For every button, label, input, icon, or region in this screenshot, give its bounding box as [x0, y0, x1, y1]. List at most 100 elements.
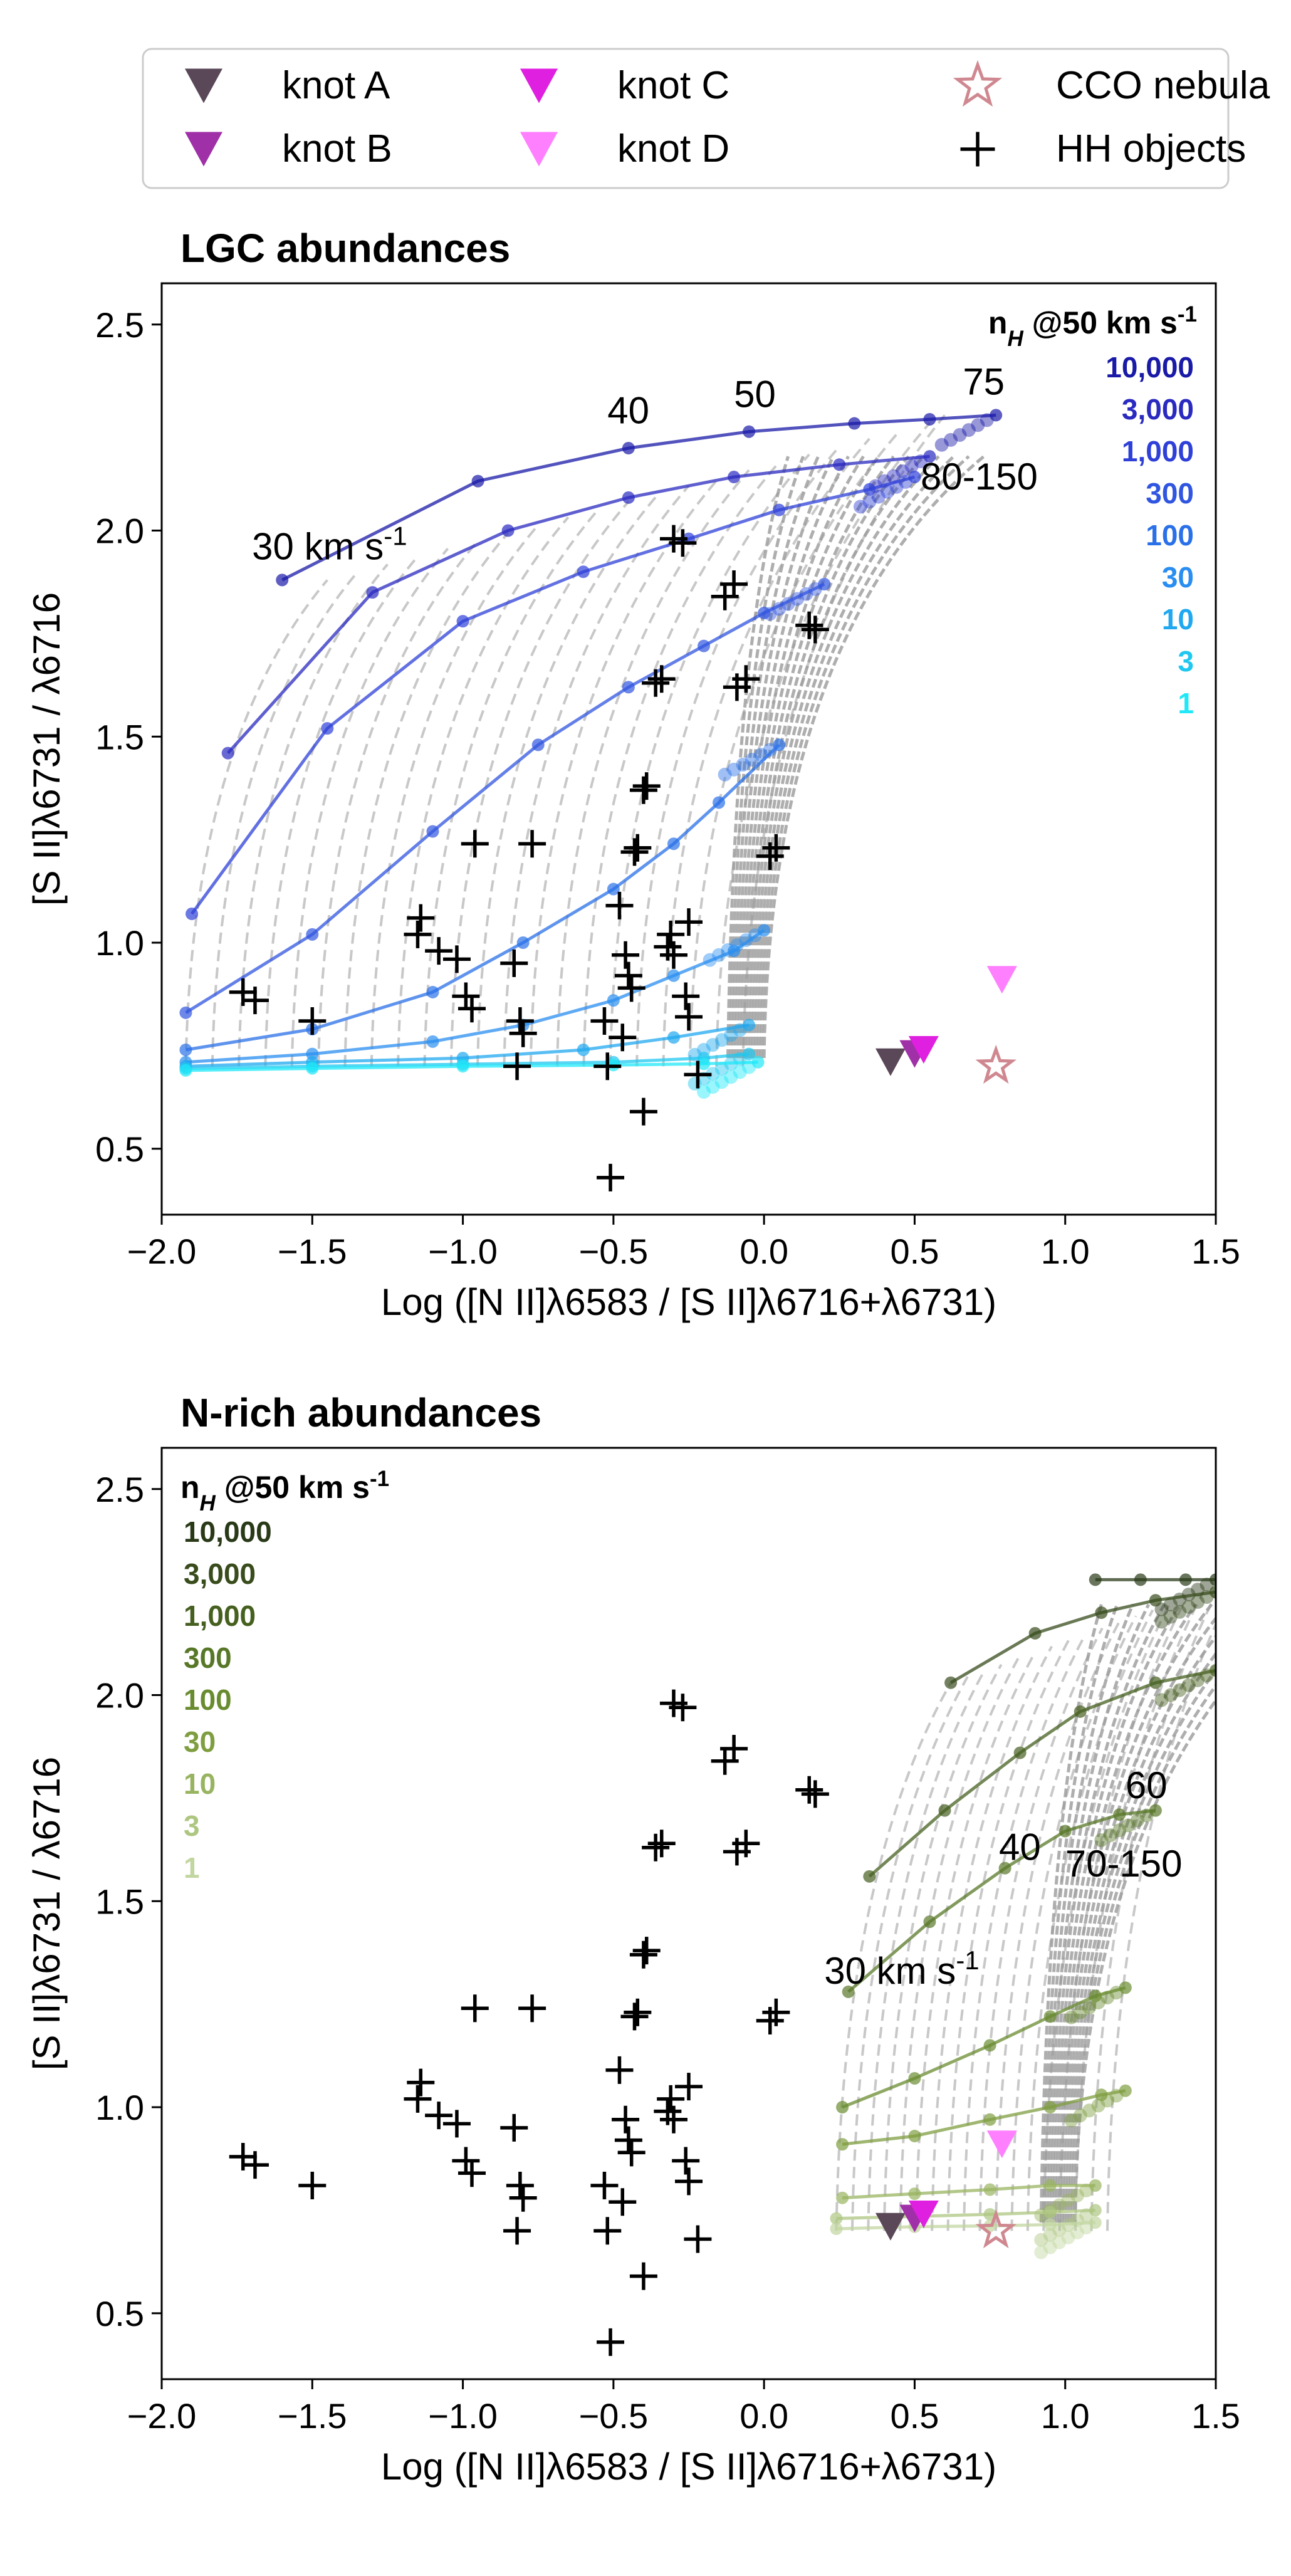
model-point	[818, 577, 831, 590]
model-point	[983, 2183, 996, 2196]
hh-object-marker	[684, 2225, 712, 2253]
hh-object-marker	[609, 1024, 637, 1052]
hh-object-marker	[457, 995, 486, 1023]
iso-velocity-dashed-line	[370, 524, 540, 1067]
model-point	[745, 753, 759, 767]
model-point	[1034, 2233, 1048, 2247]
model-point	[1179, 1573, 1192, 1586]
velocity-label: 60	[1126, 1764, 1168, 1806]
density-label: 30	[184, 1725, 216, 1758]
iso-velocity-dashed-line	[238, 563, 389, 1067]
hh-object-marker	[684, 1060, 712, 1089]
model-point	[1043, 2240, 1057, 2254]
band-dashed-line	[756, 455, 955, 1059]
density-label: 1,000	[184, 1600, 256, 1632]
hh-object-marker	[590, 1007, 619, 1035]
legend-item: knot B	[185, 127, 392, 170]
model-point	[953, 427, 967, 442]
model-point	[908, 2072, 921, 2085]
hh-object-marker	[612, 2105, 640, 2134]
model-point	[622, 681, 635, 694]
model-point	[426, 1035, 439, 1048]
iso-velocity-dashed-line	[397, 516, 570, 1067]
hh-object-marker	[657, 2085, 685, 2113]
model-point	[667, 837, 680, 851]
hh-object-marker	[659, 941, 687, 969]
x-tick-label: −2.0	[127, 2396, 197, 2436]
legend-label: knot D	[617, 127, 729, 170]
legend-item: knot C	[520, 64, 729, 107]
model-point	[923, 1915, 936, 1929]
iso-velocity-dashed-line	[449, 500, 630, 1067]
model-point	[366, 586, 379, 599]
model-point	[1191, 1673, 1205, 1687]
model-point	[1052, 2235, 1067, 2249]
density-label: 10	[184, 1767, 216, 1800]
legend-item: knot D	[520, 127, 729, 170]
model-point	[1013, 1746, 1027, 1759]
iso-velocity-dashed-line	[556, 469, 750, 1067]
model-point	[706, 1038, 720, 1052]
model-point	[1089, 1989, 1102, 2003]
legend-marker-triangle-down	[520, 68, 558, 103]
model-point	[1154, 1615, 1169, 1629]
model-point	[799, 587, 813, 601]
x-tick-label: 0.5	[890, 2396, 939, 2436]
hh-object-marker	[241, 2151, 269, 2179]
x-tick-label: −0.5	[579, 1232, 649, 1271]
hh-object-marker	[629, 1940, 657, 1969]
legend-item: knot A	[185, 64, 390, 107]
hh-object-marker	[503, 1052, 531, 1081]
iso-velocity-dashed-line	[867, 1670, 986, 2231]
model-point	[998, 1861, 1011, 1875]
knot-marker-knot-D	[986, 966, 1017, 994]
hh-object-marker	[407, 904, 435, 932]
hh-object-marker	[404, 2085, 432, 2113]
model-point	[938, 1804, 951, 1817]
axes-frame	[160, 1447, 1217, 2380]
band-dashed-line	[760, 455, 970, 1059]
model-point	[836, 2191, 849, 2204]
iso-velocity-dashed-line	[946, 1640, 1070, 2231]
model-point	[1121, 1818, 1136, 1833]
hh-object-marker	[801, 615, 829, 644]
model-point	[698, 1057, 711, 1071]
model-point	[1131, 1813, 1145, 1828]
model-point	[179, 1064, 192, 1077]
model-point	[758, 607, 771, 620]
density-legend: nH @50 km s-110,000 3,000 1,000 300 100 30 10 3…	[180, 1467, 389, 1885]
density-label: 10,000	[184, 1516, 272, 1548]
model-point	[1028, 1626, 1042, 1640]
hh-object-marker	[425, 937, 453, 965]
model-point	[748, 928, 762, 943]
cco-nebula-marker	[975, 1044, 1017, 1084]
model-point	[1089, 1573, 1102, 1586]
model-point	[990, 409, 1003, 422]
model-point	[790, 592, 805, 606]
band-dashed-line	[1070, 1683, 1216, 2223]
iso-velocity-dashed-line	[914, 1652, 1037, 2231]
model-point	[944, 432, 958, 447]
x-axis-title: Log ([N II]λ6583 / [S II]λ6716+λ6731)	[381, 1281, 996, 1323]
hh-object-marker	[642, 1833, 670, 1861]
band-dashed-line	[751, 455, 925, 1059]
hh-object-marker	[720, 570, 748, 598]
knot-marker-knot-A	[875, 1048, 906, 1076]
model-point	[727, 762, 741, 777]
iso-velocity-dashed-line	[882, 1663, 1003, 2231]
model-point	[1200, 1578, 1214, 1592]
model-point	[1149, 1676, 1162, 1689]
knot-marker-knot-C	[908, 1035, 939, 1064]
model-point	[667, 969, 680, 982]
model-point	[1082, 2000, 1097, 2014]
iso-velocity-dashed-line	[994, 1621, 1121, 2231]
model-point	[1074, 1705, 1087, 1718]
iso-velocity-dashed-line	[423, 508, 600, 1067]
model-point	[706, 1067, 720, 1081]
x-tick-label: −0.5	[579, 2396, 649, 2436]
x-axis-title: Log ([N II]λ6583 / [S II]λ6716+λ6731)	[381, 2446, 996, 2488]
band-dashed-line	[1060, 1616, 1216, 2223]
band-dashed-line	[1050, 1603, 1166, 2223]
band-dashed-line	[737, 455, 850, 1059]
legend-label: knot C	[617, 64, 729, 107]
